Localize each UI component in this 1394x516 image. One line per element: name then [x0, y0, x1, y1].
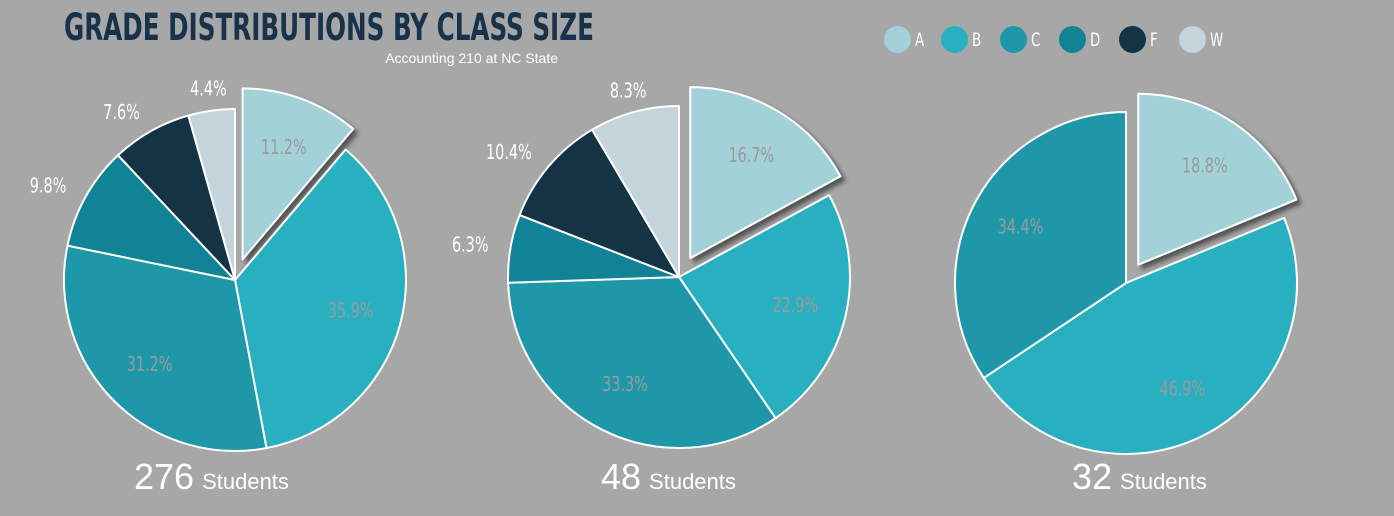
pie-slice-a [689, 86, 842, 260]
slice-label-a: 16.7% [728, 144, 774, 167]
slice-label-w: 4.4% [190, 78, 227, 101]
legend-swatch-w [1179, 26, 1206, 53]
legend-swatch-d [1059, 26, 1086, 53]
chart-title: GRADE DISTRIBUTIONS BY CLASS SIZE [64, 6, 594, 49]
pie-slice-b [678, 194, 851, 420]
student-unit-1: Students [202, 469, 289, 494]
slice-label-f: 10.4% [486, 141, 532, 164]
legend-swatch-c [1000, 26, 1027, 53]
slice-label-c: 33.3% [602, 373, 648, 396]
student-unit-3: Students [1120, 469, 1207, 494]
slice-label-b: 22.9% [773, 294, 819, 317]
slice-label-a: 11.2% [261, 136, 307, 159]
slice-label-b: 46.9% [1159, 378, 1205, 401]
pie-slice-a [241, 87, 355, 261]
slice-label-c: 34.4% [998, 216, 1044, 239]
student-count-1: 276 [134, 456, 195, 497]
legend-label-d: D [1090, 28, 1101, 51]
student-unit-2: Students [649, 469, 736, 494]
legend-item-a: A [884, 26, 927, 53]
pie-slice-d [66, 154, 236, 281]
pie-footer-2: 48 Students [601, 456, 736, 498]
legend-label-w: W [1210, 28, 1224, 51]
pie-footer-1: 276 Students [134, 456, 289, 498]
student-count-2: 48 [601, 456, 642, 497]
pie-slice-c [954, 111, 1127, 379]
legend-label-c: C [1031, 28, 1041, 51]
legend-item-b: B [941, 26, 984, 53]
legend-label-a: A [915, 28, 925, 51]
pie-slice-w [187, 108, 236, 281]
slice-label-b: 35.9% [328, 300, 374, 323]
slice-label-w: 8.3% [610, 80, 647, 103]
slice-label-c: 31.2% [127, 353, 173, 376]
legend-label-b: B [972, 28, 982, 51]
slice-label-a: 18.8% [1182, 155, 1228, 178]
pie-slice-a [1137, 92, 1298, 266]
pie-slice-b [234, 148, 407, 450]
pie-slice-c [507, 276, 777, 449]
slice-label-d: 9.8% [30, 175, 67, 198]
legend-item-f: F [1119, 26, 1160, 53]
legend-item-w: W [1179, 26, 1227, 53]
pie-chart-2: 16.7% 22.9% 33.3% 6.3% 10.4% 8.3% [452, 80, 851, 449]
pie-slice-w [591, 105, 680, 278]
slice-label-d: 6.3% [452, 234, 489, 257]
slice-label-f: 7.6% [103, 101, 140, 124]
pie-chart-1: 11.2% 35.9% 31.2% 9.8% 7.6% 4.4% [30, 78, 407, 452]
chart-subtitle: Accounting 210 at NC State [385, 50, 558, 66]
legend-swatch-f [1119, 26, 1146, 53]
pie-slice-b [982, 216, 1298, 455]
legend-label-f: F [1150, 28, 1158, 51]
pie-chart-3: 18.8% 46.9% 34.4% [954, 92, 1298, 455]
student-count-3: 32 [1072, 456, 1113, 497]
legend-swatch-a [884, 26, 911, 53]
legend-swatch-b [941, 26, 968, 53]
pie-slice-f [518, 128, 680, 278]
legend-item-c: C [1000, 26, 1043, 53]
pie-slice-c [63, 244, 268, 452]
legend-item-d: D [1059, 26, 1103, 53]
pie-footer-3: 32 Students [1072, 456, 1207, 498]
